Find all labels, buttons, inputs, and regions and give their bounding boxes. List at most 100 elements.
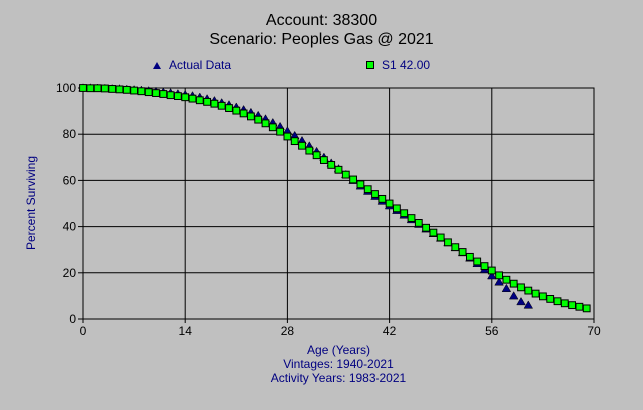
data-point-s1-42-00: [283, 132, 292, 141]
x-tick-label: 70: [587, 324, 601, 338]
data-point-actual-data: [501, 283, 512, 292]
data-point-s1-42-00: [144, 88, 153, 97]
data-point-s1-42-00: [268, 123, 277, 132]
x-tick-label: 56: [485, 324, 499, 338]
y-tick-label: 40: [63, 220, 77, 234]
y-tick-label: 100: [56, 81, 76, 95]
data-point-actual-data: [523, 300, 534, 309]
data-point-s1-42-00: [407, 214, 416, 222]
data-point-s1-42-00: [305, 146, 314, 155]
data-point-actual-data: [508, 291, 519, 300]
data-point-s1-42-00: [378, 194, 387, 203]
data-point-s1-42-00: [122, 85, 131, 94]
data-point-actual-data: [494, 277, 504, 286]
triangle-marker-icon: [153, 61, 161, 69]
data-point-s1-42-00: [115, 85, 124, 94]
data-point-s1-42-00: [217, 101, 226, 110]
data-point-s1-42-00: [290, 137, 299, 146]
data-point-s1-42-00: [130, 86, 138, 95]
data-point-s1-42-00: [363, 185, 372, 194]
data-point-s1-42-00: [531, 289, 540, 298]
plot-border: [82, 87, 595, 320]
data-point-s1-42-00: [334, 165, 343, 174]
data-point-s1-42-00: [247, 112, 255, 121]
data-point-s1-42-00: [546, 295, 555, 303]
data-point-s1-42-00: [254, 115, 263, 124]
legend-label-s1-curve: S1 42.00: [382, 58, 431, 72]
data-point-s1-42-00: [568, 301, 577, 310]
data-point-s1-42-00: [159, 90, 168, 98]
x-tick-label: 0: [80, 324, 87, 338]
data-point-s1-42-00: [560, 299, 569, 308]
data-point-s1-42-00: [232, 106, 241, 115]
y-axis-title: Percent Surviving: [24, 155, 38, 251]
legend-item-actual-data: Actual Data: [153, 58, 231, 72]
x-axis-title: Age (Years): [307, 343, 370, 357]
data-point-s1-42-00: [422, 223, 431, 232]
legend-item-s1-curve: S1 42.00: [366, 58, 430, 72]
data-point-s1-42-00: [458, 248, 467, 256]
chart-title: Account: 38300: [265, 12, 378, 29]
data-point-s1-42-00: [473, 257, 482, 266]
y-tick-label: 80: [63, 127, 77, 141]
data-point-s1-42-00: [349, 175, 358, 184]
data-point-s1-42-00: [312, 151, 321, 160]
data-point-s1-42-00: [320, 156, 328, 164]
x-tick-label: 28: [281, 324, 295, 338]
data-point-s1-42-00: [451, 243, 460, 252]
chart-subtitle: Scenario: Peoples Gas @ 2021: [209, 31, 434, 48]
data-point-s1-42-00: [276, 127, 285, 136]
data-point-s1-42-00: [539, 292, 547, 301]
data-point-s1-42-00: [261, 119, 270, 128]
data-point-actual-data: [516, 296, 526, 306]
data-point-s1-42-00: [524, 286, 533, 295]
data-point-s1-42-00: [400, 209, 409, 218]
data-point-s1-42-00: [509, 279, 518, 288]
y-tick-label: 0: [69, 312, 76, 326]
data-point-s1-42-00: [444, 238, 452, 247]
data-point-s1-42-00: [203, 97, 211, 106]
data-point-actual-data: [487, 271, 497, 280]
data-point-s1-42-00: [466, 252, 474, 261]
data-point-s1-42-00: [239, 109, 248, 118]
data-point-s1-42-00: [393, 204, 401, 213]
data-point-s1-42-00: [414, 219, 423, 227]
data-point-s1-42-00: [327, 161, 336, 169]
data-point-s1-42-00: [517, 283, 525, 292]
data-point-s1-42-00: [108, 85, 117, 93]
data-point-s1-42-00: [582, 304, 591, 313]
data-point-s1-42-00: [487, 266, 496, 275]
data-point-s1-42-00: [225, 104, 233, 112]
data-point-s1-42-00: [436, 233, 445, 242]
data-point-s1-42-00: [429, 228, 438, 237]
data-point-s1-42-00: [575, 302, 584, 311]
data-point-s1-42-00: [174, 92, 182, 100]
square-marker-icon: [366, 61, 374, 69]
data-point-s1-42-00: [341, 170, 350, 179]
data-point-s1-42-00: [137, 87, 146, 96]
data-point-s1-42-00: [495, 271, 504, 280]
data-point-s1-42-00: [356, 180, 365, 189]
data-point-s1-42-00: [152, 89, 160, 97]
y-tick-label: 20: [63, 266, 77, 280]
legend-label-actual-data: Actual Data: [169, 58, 232, 72]
data-point-s1-42-00: [480, 262, 489, 271]
data-point-s1-42-00: [195, 96, 204, 105]
data-point-s1-42-00: [166, 91, 175, 100]
data-point-s1-42-00: [79, 84, 87, 92]
data-point-s1-42-00: [93, 84, 102, 93]
data-point-s1-42-00: [371, 190, 379, 198]
x-tick-label: 42: [383, 324, 397, 338]
y-tick-label: 60: [63, 173, 77, 187]
data-point-s1-42-00: [553, 297, 562, 306]
data-point-s1-42-00: [502, 275, 511, 284]
data-point-s1-42-00: [298, 141, 306, 150]
x-tick-label: 14: [179, 324, 193, 338]
data-point-s1-42-00: [210, 99, 219, 108]
footer-activity-years: Activity Years: 1983-2021: [270, 371, 407, 385]
data-point-s1-42-00: [385, 199, 394, 208]
footer-vintages: Vintages: 1940-2021: [283, 357, 394, 371]
data-point-s1-42-00: [181, 93, 190, 102]
